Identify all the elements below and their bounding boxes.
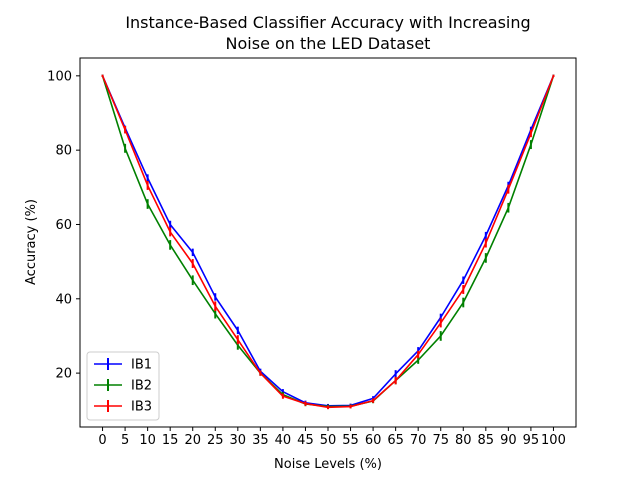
y-axis-label: Accuracy (%) bbox=[24, 199, 39, 285]
x-tick-label: 60 bbox=[365, 433, 382, 448]
y-tick-label: 60 bbox=[55, 218, 72, 233]
y-tick-label: 40 bbox=[55, 292, 72, 307]
x-tick-label: 35 bbox=[252, 433, 269, 448]
y-tick-label: 100 bbox=[47, 69, 72, 84]
x-tick-label: 85 bbox=[478, 433, 495, 448]
legend-box bbox=[86, 351, 160, 421]
x-tick-label: 65 bbox=[387, 433, 404, 448]
y-tick-label: 80 bbox=[55, 144, 72, 159]
x-tick-label: 5 bbox=[121, 433, 129, 448]
chart-title-line1: Instance-Based Classifier Accuracy with … bbox=[125, 13, 530, 32]
x-tick-label: 0 bbox=[98, 433, 106, 448]
x-axis-label: Noise Levels (%) bbox=[274, 457, 382, 472]
legend-item-ib1: IB1 bbox=[94, 358, 152, 373]
legend-label: IB2 bbox=[131, 379, 152, 394]
series-ib3 bbox=[101, 74, 555, 410]
x-tick-label: 50 bbox=[320, 433, 337, 448]
y-axis: 20 40 60 80 100 bbox=[47, 69, 80, 382]
x-tick-label: 55 bbox=[342, 433, 359, 448]
legend: IB1 IB2 IB3 bbox=[86, 351, 160, 421]
x-tick-label: 10 bbox=[139, 433, 156, 448]
y-tick-label: 20 bbox=[55, 367, 72, 382]
x-tick-label: 25 bbox=[207, 433, 224, 448]
x-tick-label: 40 bbox=[275, 433, 292, 448]
x-tick-label: 80 bbox=[455, 433, 472, 448]
x-tick-label: 75 bbox=[432, 433, 449, 448]
legend-label: IB1 bbox=[131, 358, 152, 373]
chart-title-line2: Noise on the LED Dataset bbox=[226, 34, 431, 53]
legend-item-ib2: IB2 bbox=[94, 379, 152, 394]
x-axis: 0 5 10 15 20 25 30 35 40 45 50 55 60 65 70 75 80 85 90 95 10… bbox=[98, 427, 566, 448]
legend-label: IB3 bbox=[131, 400, 152, 415]
x-tick-label: 20 bbox=[184, 433, 201, 448]
x-tick-label: 15 bbox=[162, 433, 179, 448]
legend-item-ib3: IB3 bbox=[94, 400, 152, 415]
x-tick-label: 45 bbox=[297, 433, 314, 448]
x-tick-label: 90 bbox=[500, 433, 517, 448]
plot-area bbox=[101, 74, 555, 410]
x-tick-label: 95 bbox=[523, 433, 540, 448]
x-tick-label: 30 bbox=[230, 433, 247, 448]
x-tick-label: 70 bbox=[410, 433, 427, 448]
x-tick-label: 100 bbox=[541, 433, 566, 448]
